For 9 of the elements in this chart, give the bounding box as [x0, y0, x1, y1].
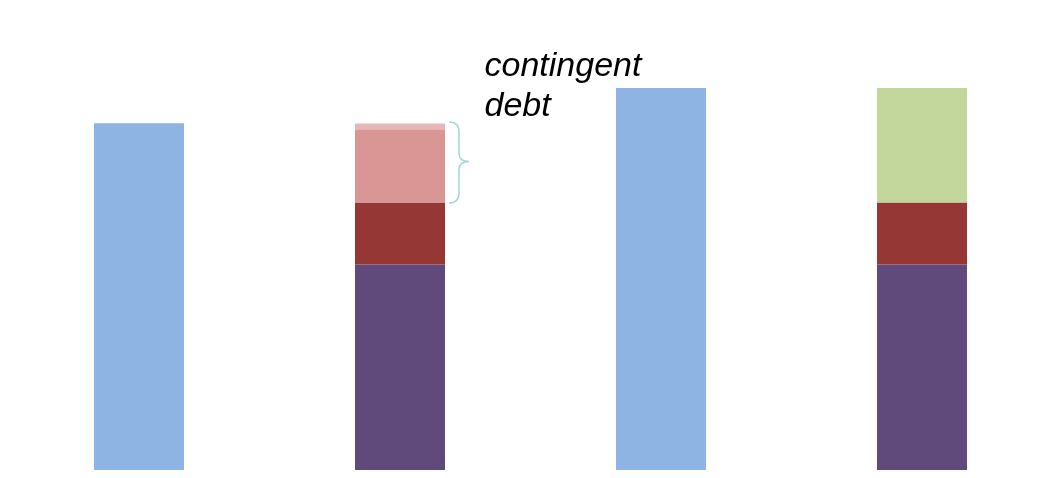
bar — [94, 123, 184, 470]
bar — [877, 202, 967, 265]
bar — [877, 264, 967, 470]
bar — [355, 129, 445, 203]
bar — [355, 264, 445, 470]
bar — [877, 88, 967, 203]
bar — [616, 88, 706, 470]
annotation: contingent debt — [484, 44, 644, 124]
bar — [355, 202, 445, 265]
